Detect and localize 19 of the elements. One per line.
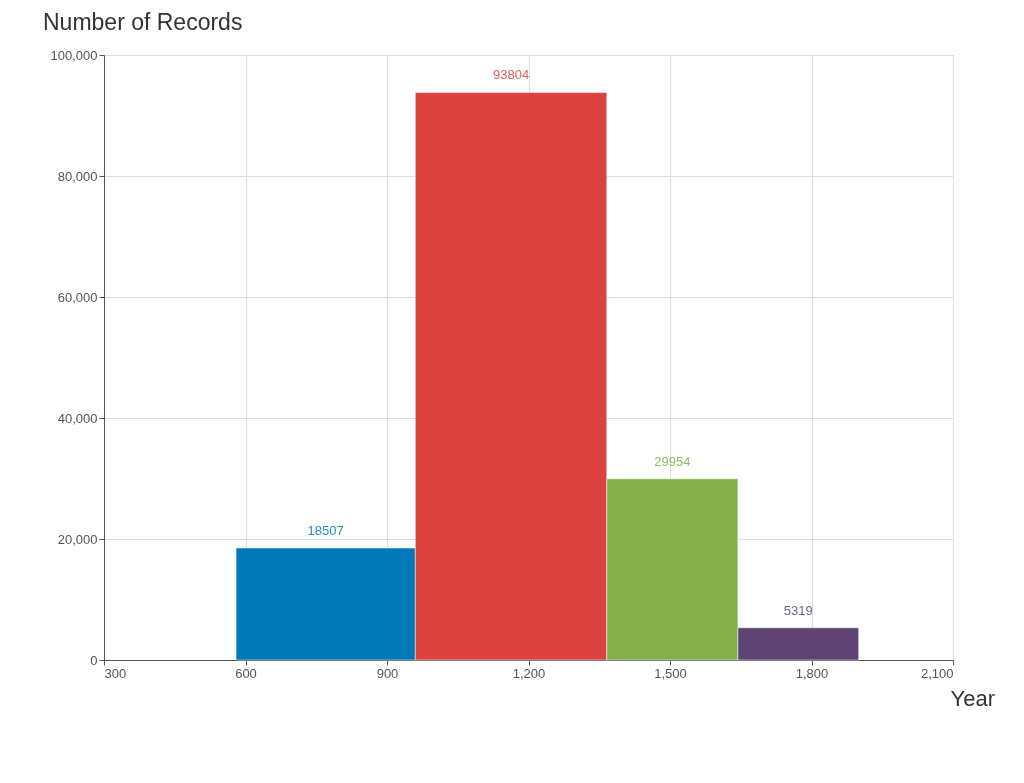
data-label: 18507 bbox=[307, 523, 344, 539]
y-tick-label: 80,000 bbox=[57, 168, 98, 184]
data-label: 93804 bbox=[492, 67, 530, 83]
x-tick-label: 2,100 bbox=[920, 665, 954, 681]
x-tick-label: 1,500 bbox=[654, 665, 687, 681]
y-tick-label: 100,000 bbox=[50, 47, 98, 63]
y-tick-label: 0 bbox=[90, 652, 98, 668]
y-tick-label: 20,000 bbox=[57, 531, 98, 547]
x-tick-label: 1,800 bbox=[795, 665, 829, 681]
data-label: 29954 bbox=[654, 453, 691, 469]
x-axis-title: Year bbox=[950, 685, 995, 711]
x-tick-label: 900 bbox=[376, 665, 399, 681]
data-label: 5319 bbox=[783, 602, 813, 618]
y-tick-label: 60,000 bbox=[57, 289, 98, 305]
chart-title: Number of Records bbox=[43, 9, 243, 35]
x-tick-label: 1,200 bbox=[512, 665, 546, 681]
x-tick-label: 300 bbox=[104, 665, 127, 681]
y-tick-label: 40,000 bbox=[57, 410, 98, 426]
x-tick-label: 600 bbox=[235, 665, 257, 681]
